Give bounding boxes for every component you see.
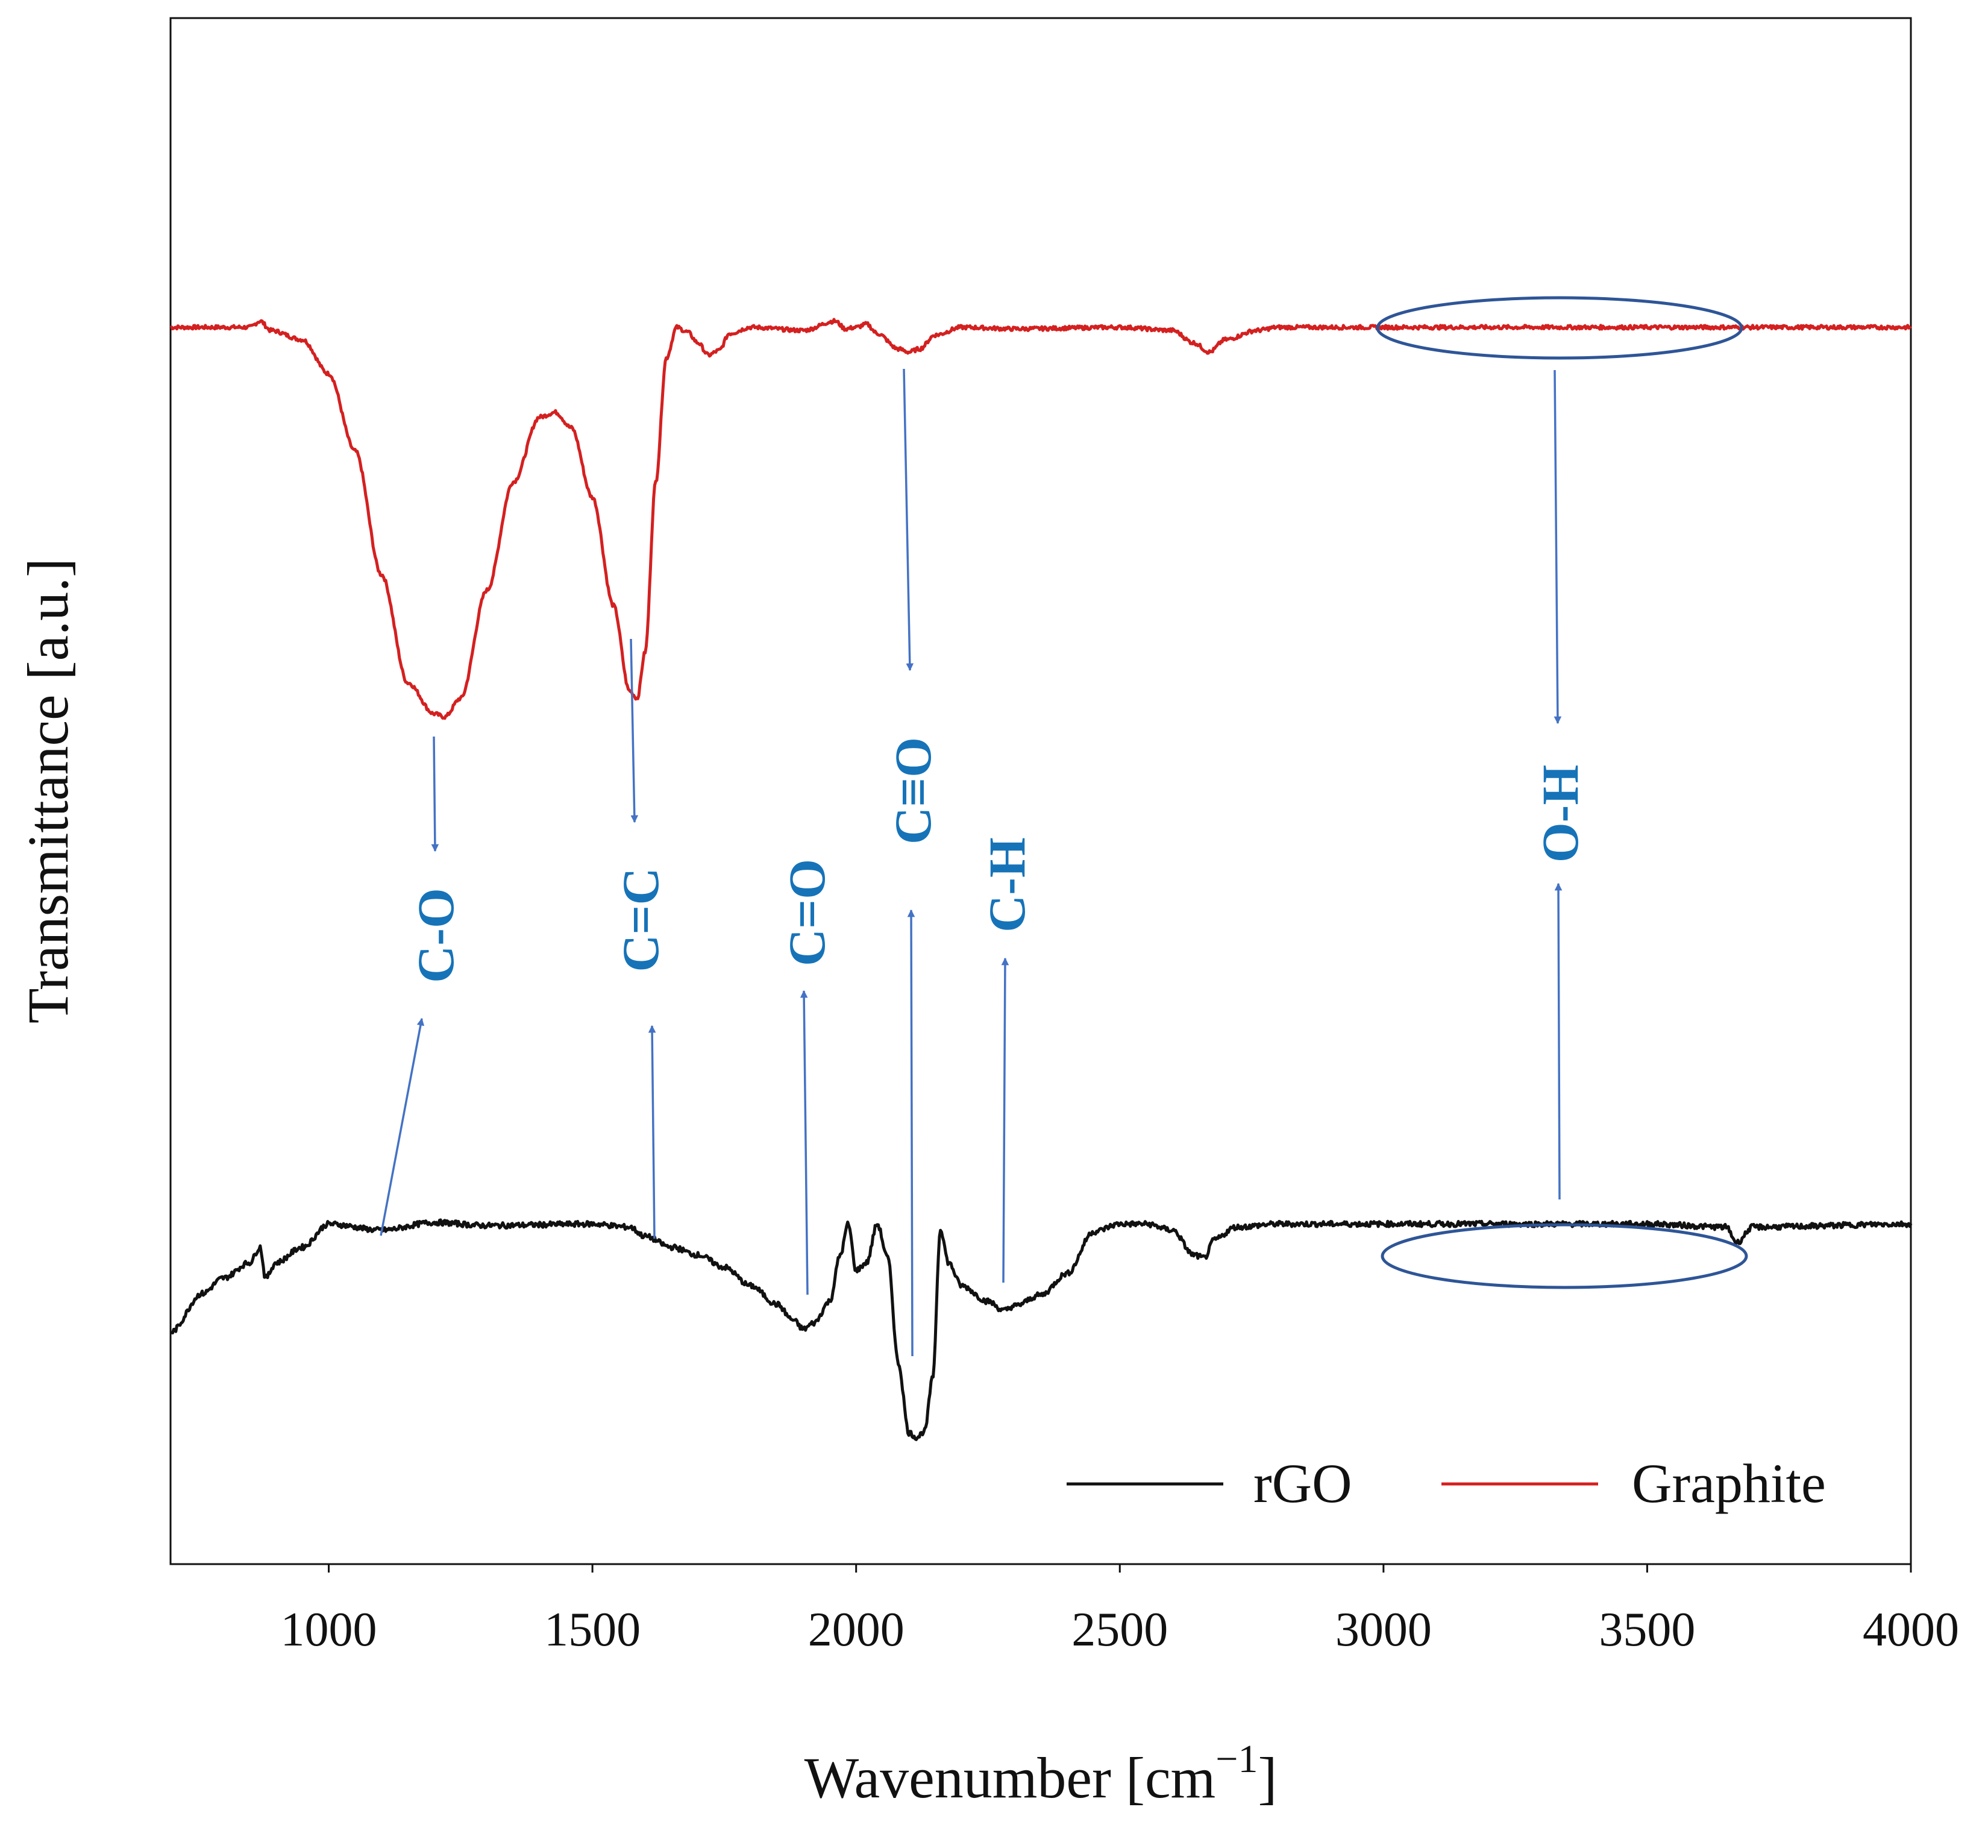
series-line-rgo (170, 1218, 1913, 1441)
oh-ellipse-graphite (1376, 296, 1743, 360)
x-tick-label: 3000 (1335, 1603, 1432, 1656)
label-cc: C=C (612, 867, 669, 972)
label-ch: C-H (978, 837, 1036, 932)
x-tick-label: 2000 (808, 1603, 905, 1656)
label-co: C-O (407, 888, 465, 983)
x-tick-label: 2500 (1071, 1603, 1168, 1656)
arrow-co-double-top (903, 368, 914, 671)
legend-label-rgo: rGO (1253, 1453, 1352, 1514)
arrow-cc-top (630, 638, 639, 823)
plot-frame (169, 17, 1912, 1565)
series-layer (170, 318, 1913, 1441)
label-co-double: C=O (778, 859, 836, 966)
x-tick-label: 3500 (1599, 1603, 1695, 1656)
x-tick-label: 4000 (1863, 1603, 1959, 1656)
oh-ellipse-rgo (1381, 1223, 1748, 1289)
label-c-triple-o: C≡O (884, 737, 942, 844)
y-axis-title: Transmittance [a.u.] (16, 558, 80, 1023)
arrow-co-triple-bottom (907, 909, 915, 1357)
arrow-co-double-bottom (800, 990, 809, 1295)
arrow-oh-top (1554, 369, 1562, 724)
x-axis-title: Wavenumber [cm−1] (804, 1737, 1278, 1810)
label-oh: O-H (1531, 765, 1589, 863)
legend: rGO Graphite (1067, 1453, 1826, 1514)
arrow-oh-bottom (1554, 882, 1563, 1200)
x-axis-title-end: ] (1258, 1746, 1277, 1810)
annotation-layer: C-O C=C C≡O O-H C=O C-H (380, 296, 1748, 1357)
x-tick-label: 1500 (544, 1603, 641, 1656)
x-tick-label: 1000 (281, 1603, 377, 1656)
series-line-graphite (170, 318, 1912, 720)
arrow-ch-bottom (1001, 957, 1009, 1283)
x-axis-title-sup: −1 (1215, 1737, 1258, 1781)
arrow-co-bottom (380, 1017, 425, 1236)
arrow-cc-bottom (648, 1025, 656, 1239)
legend-label-graphite: Graphite (1632, 1453, 1826, 1514)
x-axis: 1000 1500 2000 2500 3000 3500 4000 (281, 1564, 1959, 1656)
arrow-co-top (431, 736, 439, 852)
